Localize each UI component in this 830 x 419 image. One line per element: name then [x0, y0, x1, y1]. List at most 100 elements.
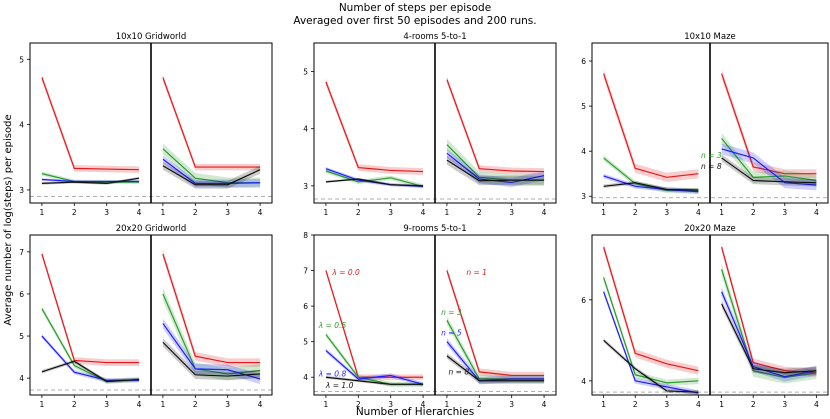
series-line-right-red: [446, 270, 545, 377]
y-tick-label: 4: [19, 374, 24, 383]
series-line-left-green: [603, 277, 699, 384]
y-tick-label: 8: [303, 231, 308, 240]
y-tick-label: 4: [19, 121, 24, 130]
series-line-left-red: [325, 81, 424, 173]
x-tick-label: 1: [161, 400, 166, 409]
y-tick-label: 4: [581, 377, 586, 386]
series-band-right-red: [162, 74, 261, 171]
annotation-label: λ = 1.0: [325, 381, 354, 390]
series-line-left-red: [41, 77, 140, 171]
annotation-label: n = 3: [701, 151, 722, 160]
y-tick-label: 5: [581, 102, 586, 111]
series-line-left-blue: [603, 291, 699, 394]
subplot-4: 9-rooms 5-to-1 1 2 3 4 1 2 3 4 4 5 6 7 8 λ = 0.0 λ = 0.…: [303, 224, 557, 409]
x-tick-label: 1: [40, 208, 45, 217]
annotation-label: n = 5: [441, 328, 462, 337]
x-tick-label: 4: [814, 400, 819, 409]
series-band-right-black: [446, 155, 545, 186]
x-tick-label: 3: [509, 208, 514, 217]
series-band-left-red: [41, 74, 140, 173]
annotation-label: λ = 0.0: [331, 268, 360, 277]
series-line-right-green: [162, 293, 261, 375]
subplot-1: 4-rooms 5-to-1 1 2 3 4 1 2 3 4 3 4 5: [303, 32, 557, 217]
x-tick-label: 3: [509, 400, 514, 409]
subplot-0: 10x10 Gridworld 1 2 3 4 1 2 3 4 3 4 5: [19, 32, 273, 217]
series-line-left-red: [41, 253, 140, 364]
y-tick-label: 7: [303, 267, 308, 276]
series-line-right-blue: [162, 158, 261, 185]
y-tick-label: 6: [581, 296, 586, 305]
series-line-right-blue: [162, 323, 261, 380]
x-tick-label: 4: [421, 400, 426, 409]
series-line-right-red: [162, 77, 261, 168]
subplot-title: 20x20 Gridworld: [116, 224, 187, 234]
series-line-right-black: [721, 303, 817, 374]
x-tick-label: 3: [388, 208, 393, 217]
y-tick-label: 3: [581, 192, 586, 201]
series-line-right-black: [446, 159, 545, 182]
series-band-right-black: [446, 353, 545, 384]
x-tick-label: 2: [477, 400, 482, 409]
series-band-right-green: [446, 316, 545, 384]
y-tick-label: 6: [303, 302, 308, 311]
series-band-right-blue: [446, 338, 545, 385]
x-tick-label: 1: [40, 400, 45, 409]
x-tick-label: 1: [445, 400, 450, 409]
y-tick-label: 6: [581, 57, 586, 66]
series-band-left-blue: [603, 288, 699, 396]
y-tick-label: 4: [581, 147, 586, 156]
series-band-left-red: [41, 250, 140, 366]
series-line-right-red: [446, 79, 545, 173]
y-tick-label: 6: [19, 290, 24, 299]
series-line-left-black: [603, 339, 699, 393]
series-band-right-black: [721, 299, 817, 377]
x-tick-label: 4: [542, 400, 547, 409]
x-tick-label: 1: [601, 400, 606, 409]
x-tick-label: 2: [193, 208, 198, 217]
series-line-left-black: [325, 178, 424, 187]
x-tick-label: 3: [104, 400, 109, 409]
x-tick-label: 1: [719, 400, 724, 409]
series-line-left-black: [41, 360, 140, 383]
x-tick-label: 2: [633, 208, 638, 217]
subplot-title: 10x10 Gridworld: [116, 32, 187, 42]
x-tick-label: 4: [814, 208, 819, 217]
series-line-left-red: [603, 246, 699, 372]
x-tick-label: 3: [782, 400, 787, 409]
series-line-right-black: [162, 165, 261, 186]
x-tick-label: 2: [356, 400, 361, 409]
x-tick-label: 2: [633, 400, 638, 409]
figure-ylabel: Average number of log(steps) per episode: [3, 114, 14, 325]
series-band-right-blue: [446, 148, 545, 187]
figure-title-line2: Averaged over first 50 episodes and 200 …: [293, 15, 536, 27]
x-tick-label: 3: [225, 208, 230, 217]
series-band-right-black: [162, 338, 261, 381]
y-tick-label: 5: [303, 338, 308, 347]
figure-xlabel: Number of Hierarchies: [356, 406, 474, 418]
series-line-left-black: [325, 376, 424, 385]
x-tick-label: 3: [104, 208, 109, 217]
series-line-right-blue: [721, 291, 817, 378]
x-tick-label: 3: [225, 400, 230, 409]
y-tick-label: 5: [19, 332, 24, 341]
y-tick-label: 4: [303, 125, 308, 134]
annotation-label: λ = 0.8: [318, 370, 347, 379]
annotation-label: n = 8: [701, 162, 722, 171]
subplot-2: 10x10 Maze 1 2 3 4 1 2 3 4 3 4 5 6 n = 3 n = 8: [581, 32, 829, 217]
x-tick-label: 4: [258, 208, 263, 217]
series-line-right-red: [162, 253, 261, 364]
series-band-left-green: [41, 306, 140, 385]
series-line-left-black: [41, 177, 140, 185]
series-line-left-black: [603, 182, 699, 191]
series-band-right-black: [721, 154, 817, 187]
x-tick-label: 2: [751, 208, 756, 217]
x-tick-label: 4: [137, 208, 142, 217]
series-band-left-blue: [325, 348, 424, 387]
x-tick-label: 3: [664, 208, 669, 217]
annotation-label: n = 8: [449, 367, 470, 376]
series-band-right-blue: [162, 318, 261, 385]
series-band-right-green: [446, 139, 545, 186]
y-tick-label: 7: [19, 248, 24, 257]
